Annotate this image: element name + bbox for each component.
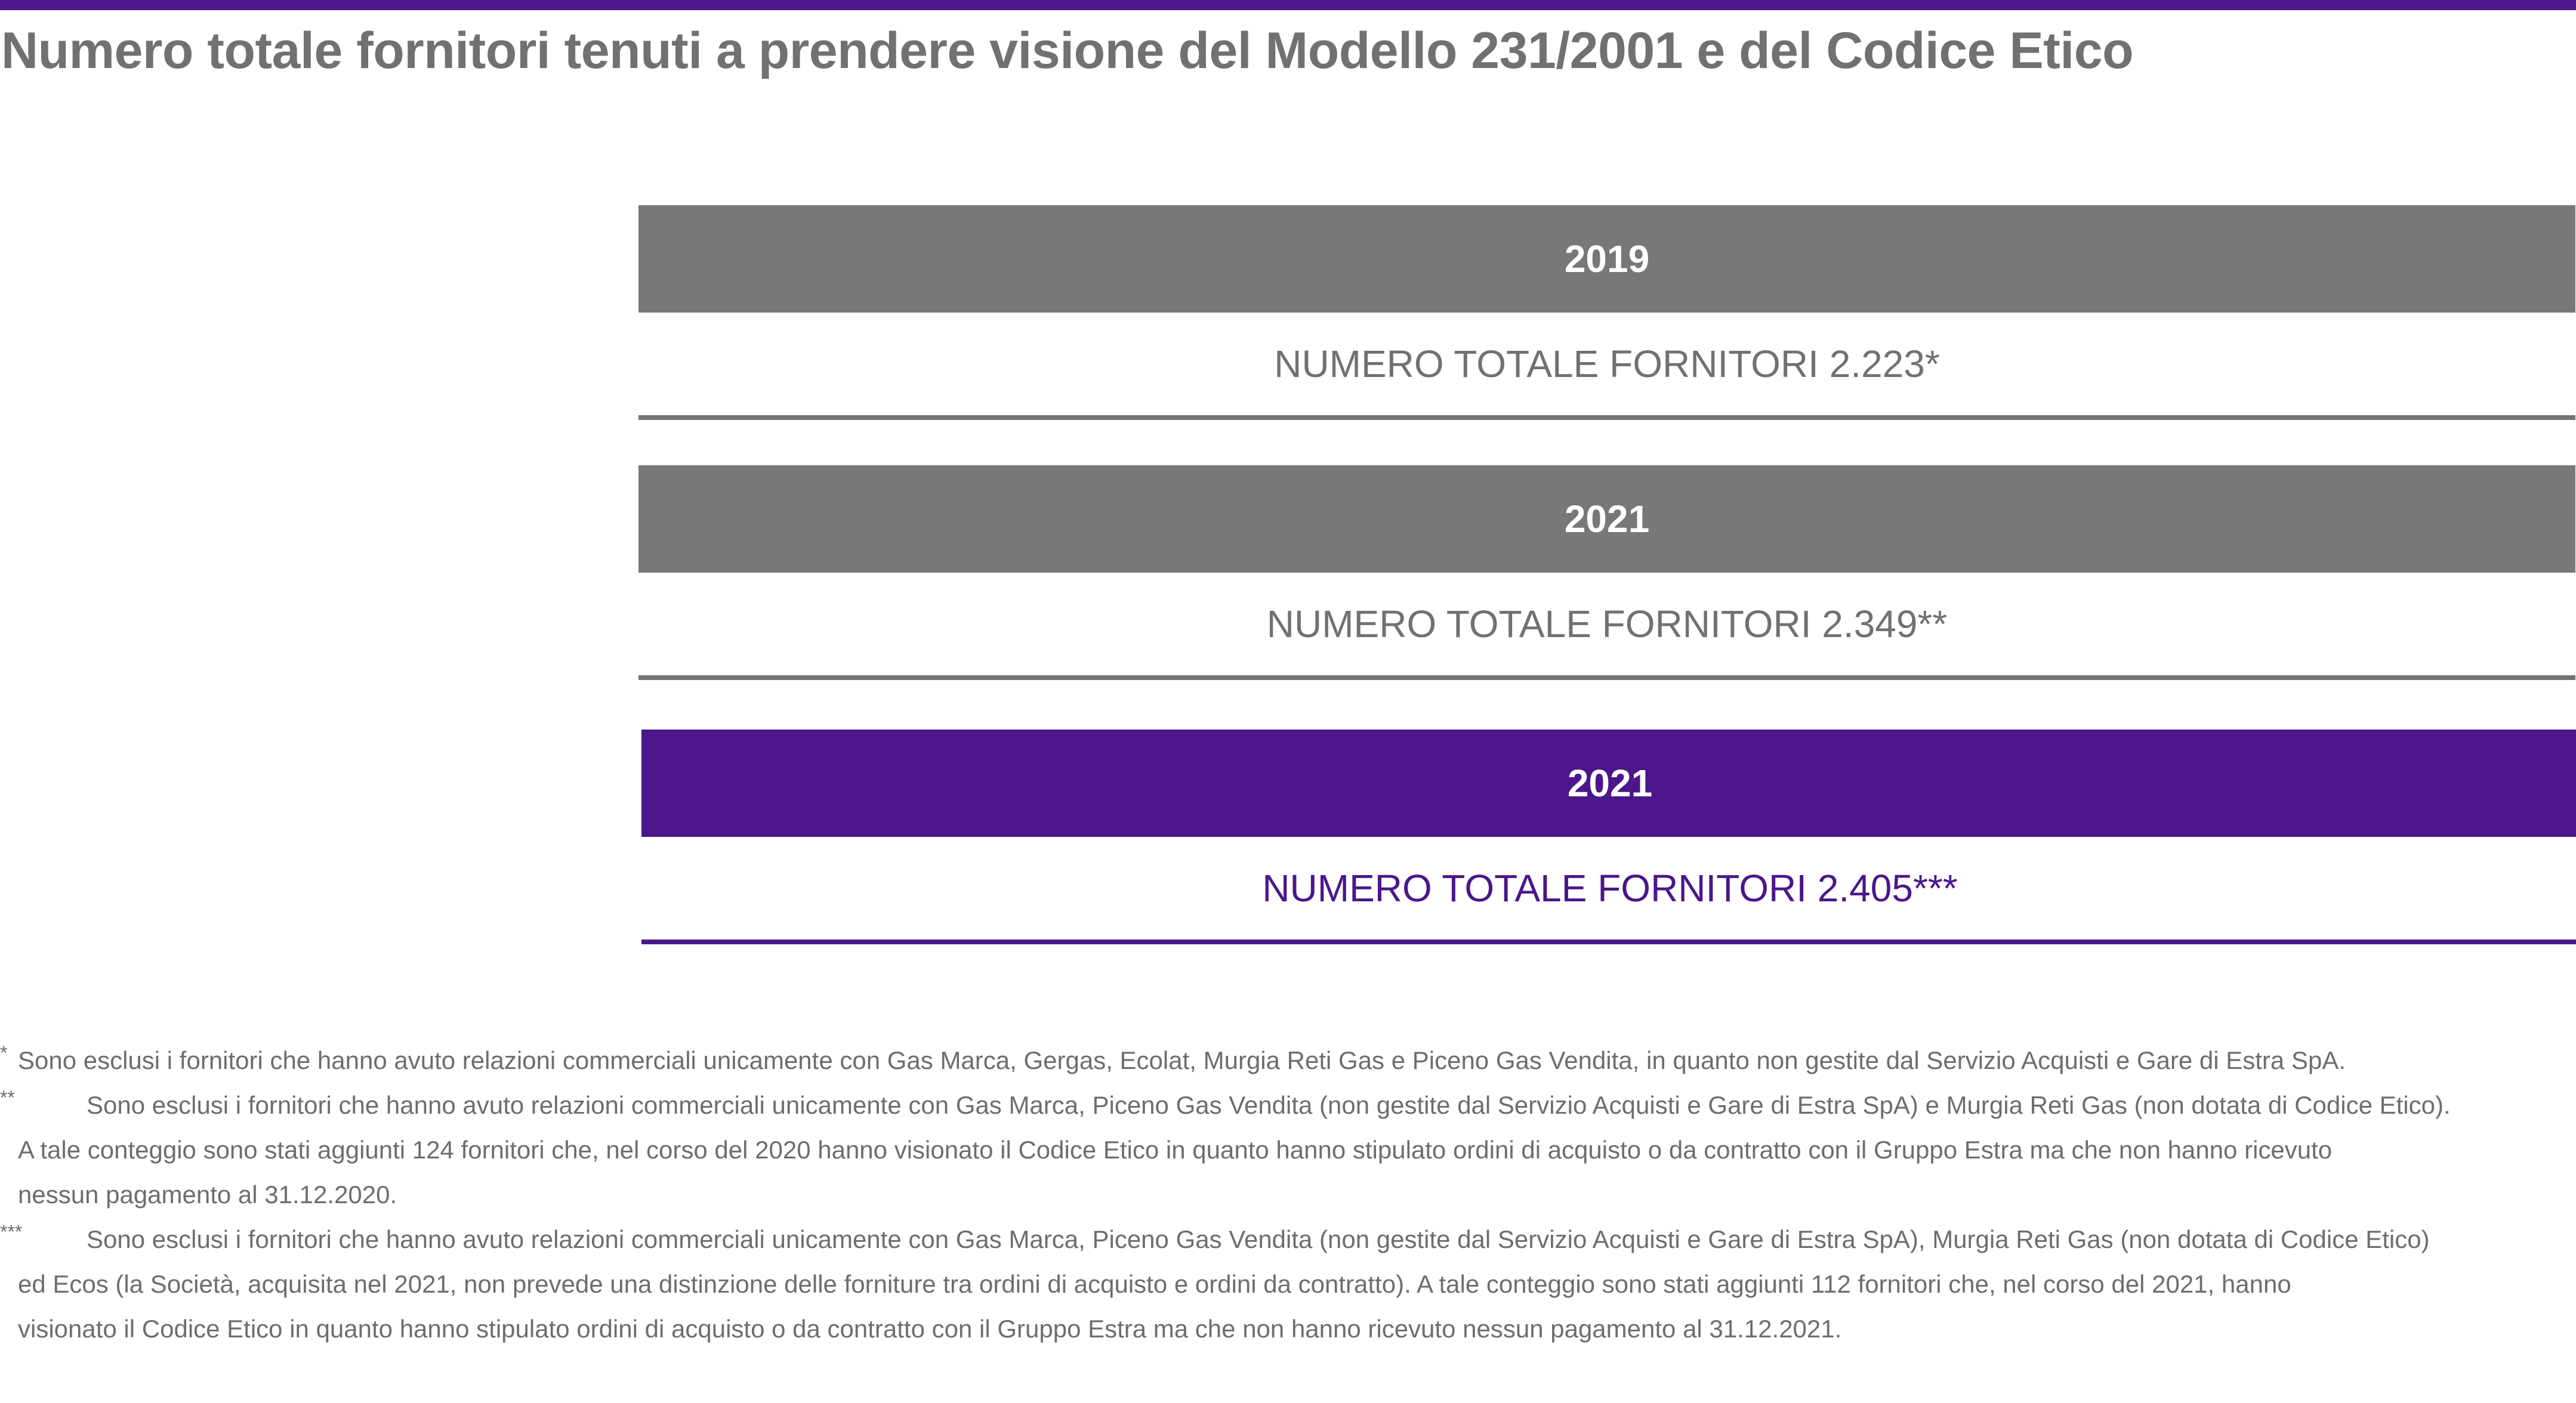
footnote-text: A tale conteggio sono stati aggiunti 124… xyxy=(18,1136,2333,1164)
footnote-3-cont: ed Ecos (la Società, acquisita nel 2021,… xyxy=(0,1262,2576,1306)
supplier-total: NUMERO TOTALE FORNITORI 2.349** xyxy=(638,573,2575,680)
footnote-marker: *** xyxy=(0,1221,23,1243)
footnote-text: nessun pagamento al 31.12.2020. xyxy=(18,1181,397,1209)
footnote-text: visionato il Codice Etico in quanto hann… xyxy=(18,1315,1842,1343)
footnote-2-cont: A tale conteggio sono stati aggiunti 124… xyxy=(0,1127,2576,1172)
supplier-total: NUMERO TOTALE FORNITORI 2.405*** xyxy=(641,837,2576,944)
footnote-2-cont: nessun pagamento al 31.12.2020. xyxy=(0,1172,2576,1217)
footnote-marker: * xyxy=(0,1042,8,1064)
footnote-2: ** Sono esclusi i fornitori che hanno av… xyxy=(0,1083,2576,1127)
year-header: 2021 xyxy=(641,730,2576,837)
page-title: Numero totale fornitori tenuti a prender… xyxy=(1,22,2134,79)
footnotes: * Sono esclusi i fornitori che hanno avu… xyxy=(0,1038,2576,1351)
footnote-text: ed Ecos (la Società, acquisita nel 2021,… xyxy=(18,1270,2291,1298)
year-block-2021-a: 2021 NUMERO TOTALE FORNITORI 2.349** xyxy=(638,465,2575,680)
year-header: 2021 xyxy=(638,465,2575,573)
top-accent-rule xyxy=(0,0,2576,10)
footnote-text: Sono esclusi i fornitori che hanno avuto… xyxy=(87,1225,2430,1253)
footnote-1: * Sono esclusi i fornitori che hanno avu… xyxy=(0,1038,2576,1083)
year-header: 2019 xyxy=(638,205,2575,313)
footnote-marker: ** xyxy=(0,1087,15,1108)
supplier-total: NUMERO TOTALE FORNITORI 2.223* xyxy=(638,313,2575,420)
footnote-3: *** Sono esclusi i fornitori che hanno a… xyxy=(0,1217,2576,1262)
footnote-text: Sono esclusi i fornitori che hanno avuto… xyxy=(18,1046,2346,1074)
year-block-2019: 2019 NUMERO TOTALE FORNITORI 2.223* xyxy=(638,205,2575,420)
footnote-text: Sono esclusi i fornitori che hanno avuto… xyxy=(87,1091,2451,1119)
footnote-3-cont: visionato il Codice Etico in quanto hann… xyxy=(0,1306,2576,1351)
year-block-2021-b: 2021 NUMERO TOTALE FORNITORI 2.405*** xyxy=(641,730,2576,944)
